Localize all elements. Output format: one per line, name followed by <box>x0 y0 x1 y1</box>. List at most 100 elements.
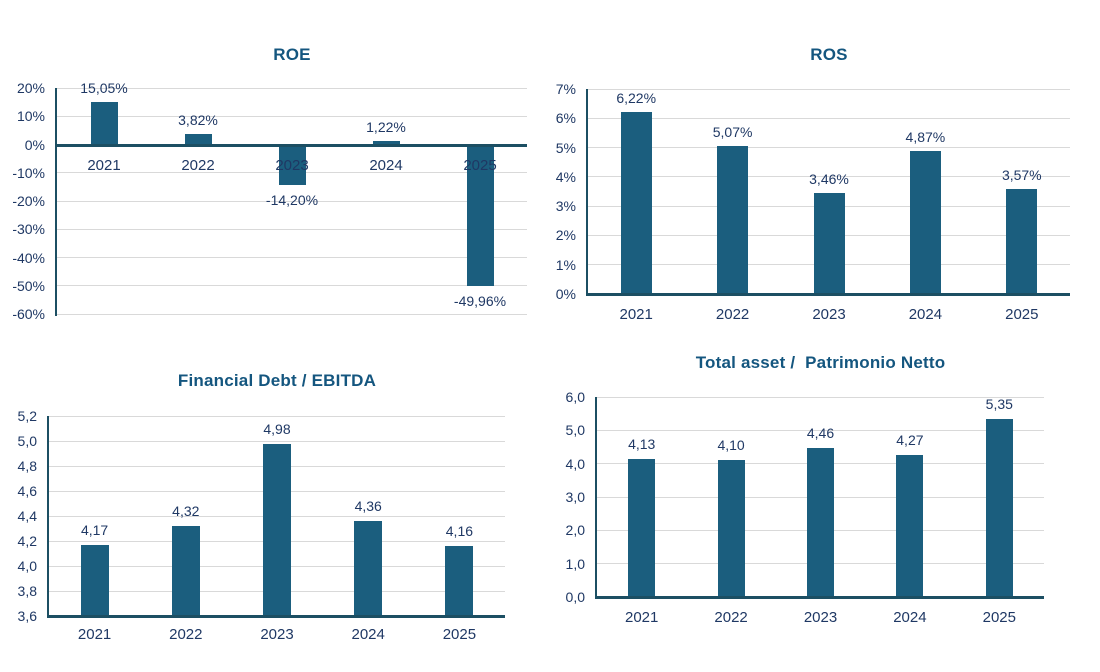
data-label-2025: -49,96% <box>453 292 507 309</box>
data-label-2023: 4,98 <box>263 420 291 437</box>
y-tick-label: 3% <box>555 198 576 215</box>
bar-2025 <box>466 144 494 286</box>
y-axis-line <box>586 89 588 296</box>
gridline <box>597 396 1044 398</box>
y-tick-label: 0% <box>555 286 576 302</box>
x-tick-label-2024: 2024 <box>369 156 403 174</box>
x-tick-label-2021: 2021 <box>625 609 659 626</box>
y-tick-label: 0% <box>24 136 45 153</box>
data-label-2022: 3,82% <box>178 111 218 128</box>
bar-2024 <box>896 454 924 597</box>
x-axis-line <box>595 596 1044 599</box>
gridline <box>588 176 1070 178</box>
chart-financial-debt-ebitda: Financial Debt / EBITDA 5,2 5,0 4,8 4,6 4,4 4… <box>0 336 550 672</box>
gridline <box>57 313 527 315</box>
x-tick-label-2025: 2025 <box>1005 306 1039 323</box>
bar-2023 <box>263 443 291 616</box>
y-tick-label: 1% <box>555 256 576 273</box>
chart-title-total-asset-patrimonio-netto: Total asset / Patrimonio Netto <box>695 353 946 372</box>
data-label-2024: 1,22% <box>366 119 406 136</box>
x-tick-label-2023: 2023 <box>803 609 838 626</box>
y-tick-label: 5,2 <box>17 408 37 424</box>
data-label-2023: -14,20% <box>265 191 319 208</box>
x-tick-label-2024: 2024 <box>893 609 927 626</box>
x-tick-label-2022: 2022 <box>181 156 215 174</box>
x-tick-label-2021: 2021 <box>77 626 112 643</box>
y-tick-label: 7% <box>555 81 576 97</box>
gridline <box>57 257 527 258</box>
zero-axis-line <box>55 143 527 147</box>
y-axis-line <box>47 416 49 618</box>
gridline <box>57 285 527 287</box>
x-tick-label-2023: 2023 <box>812 306 846 323</box>
data-label-2024: 4,27 <box>896 431 924 448</box>
x-axis-line <box>47 615 505 618</box>
bar-2021 <box>90 101 118 145</box>
y-tick-label: 4,4 <box>17 508 37 524</box>
y-tick-label: -10% <box>12 164 45 181</box>
x-tick-label-2021: 2021 <box>619 306 653 323</box>
y-tick-label: 5,0 <box>17 433 37 449</box>
x-tick-label-2025: 2025 <box>442 626 477 643</box>
data-label-2023: 4,46 <box>806 425 835 442</box>
x-tick-label-2025: 2025 <box>982 609 1016 626</box>
x-tick-label-2022: 2022 <box>715 306 750 323</box>
data-label-2022: 4,32 <box>172 503 200 519</box>
gridline <box>57 87 527 89</box>
data-label-2021: 6,22% <box>616 89 657 106</box>
bar-2021 <box>628 459 656 597</box>
bar-2023 <box>278 144 306 185</box>
bar-2024 <box>354 521 383 616</box>
y-tick-label: -40% <box>12 249 45 266</box>
y-tick-label: 5% <box>555 139 576 156</box>
data-label-2025: 3,57% <box>1001 167 1042 184</box>
bar-2022 <box>717 145 749 294</box>
y-axis-line <box>55 88 57 316</box>
y-tick-label: 0,0 <box>565 589 585 605</box>
bar-2021 <box>620 111 652 294</box>
gridline <box>49 440 505 442</box>
y-tick-label: 4% <box>555 168 576 185</box>
bar-2023 <box>807 448 834 597</box>
y-tick-label: 3,8 <box>17 583 37 599</box>
gridline <box>588 117 1070 119</box>
gridline <box>49 415 505 417</box>
y-tick-label: 20% <box>16 80 45 96</box>
data-label-2022: 5,07% <box>712 123 753 140</box>
x-tick-label-2022: 2022 <box>169 626 203 643</box>
chart-total-asset-patrimonio-netto: Total asset / Patrimonio Netto 6,0 5,0 4,0… <box>550 336 1100 672</box>
gridline <box>57 115 527 117</box>
data-label-2025: 5,35 <box>985 395 1013 412</box>
bar-2025 <box>445 546 474 616</box>
data-label-2021: 15,05% <box>80 79 128 96</box>
gridline <box>588 88 1070 90</box>
chart-title-roe: ROE <box>273 45 311 64</box>
y-tick-label: 4,8 <box>17 458 37 474</box>
y-tick-label: 4,6 <box>17 483 37 499</box>
chart-roe: ROE 20% 10% 0% -10% -20% -30% -40% -50% -60% 15,0… <box>0 0 550 336</box>
x-tick-label-2024: 2024 <box>908 306 943 323</box>
bar-2022 <box>171 526 200 616</box>
y-tick-label: 6% <box>555 110 576 127</box>
data-label-2024: 4,36 <box>354 498 382 514</box>
x-tick-label-2021: 2021 <box>87 156 121 174</box>
y-tick-label: 10% <box>16 108 45 125</box>
y-axis-line <box>595 397 597 599</box>
bar-2021 <box>80 544 109 616</box>
chart-title-financial-debt-ebitda: Financial Debt / EBITDA <box>177 371 377 390</box>
bar-2024 <box>372 141 400 145</box>
data-label-2021: 4,13 <box>628 436 656 453</box>
y-tick-label: 2,0 <box>565 522 585 539</box>
chart-ros: ROS 7% 6% 5% 4% 3% 2% 1% 0% 6,22% 5,07% 3,46% 4,87%… <box>550 0 1100 336</box>
bar-2025 <box>985 418 1013 597</box>
y-tick-label: -20% <box>12 193 45 209</box>
bar-2025 <box>1006 189 1038 294</box>
x-tick-label-2025: 2025 <box>463 156 497 174</box>
data-label-2021: 4,17 <box>80 521 109 538</box>
gridline <box>57 200 527 202</box>
data-label-2024: 4,87% <box>905 129 946 146</box>
y-tick-label: 6,0 <box>565 389 585 405</box>
data-label-2023: 3,46% <box>809 170 849 187</box>
y-tick-label: 4,0 <box>17 558 37 574</box>
